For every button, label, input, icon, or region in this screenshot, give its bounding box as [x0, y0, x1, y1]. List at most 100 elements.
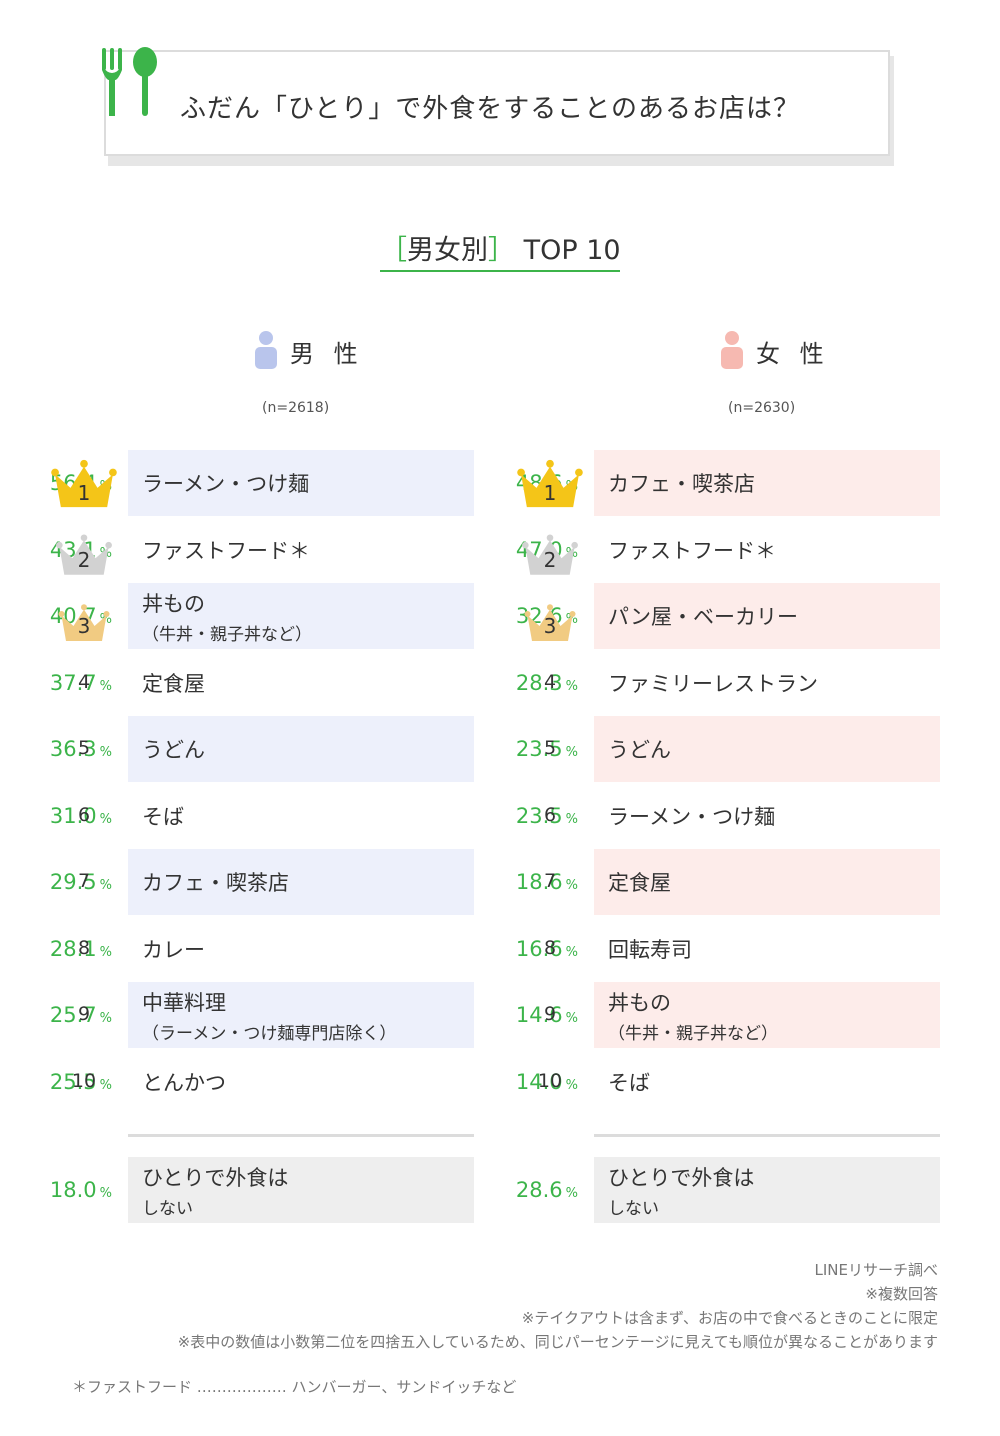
female-sample-size: (n=2630) — [728, 400, 796, 416]
row-background — [594, 1157, 940, 1223]
value-number: 37.7 — [49, 670, 97, 695]
male-person-icon — [255, 331, 277, 369]
note-takeout: ※テイクアウトは含まず、お店の中で食べるときのことに限定 — [521, 1309, 938, 1327]
item-name: とんかつ — [142, 1049, 226, 1115]
item-name: ひとりで外食はしない — [608, 1157, 754, 1223]
male-sample-size: (n=2618) — [262, 400, 330, 416]
item-name-note: （牛丼・親子丼など） — [608, 1023, 778, 1044]
item-name-main: うどん — [608, 738, 671, 762]
item-name: 定食屋 — [608, 849, 671, 915]
rank-number: 7 — [543, 870, 557, 892]
value-unit: % — [99, 678, 112, 694]
value-number: 28.3 — [515, 670, 563, 695]
value-number: 25.7 — [49, 1003, 97, 1027]
rank-number: 1 — [543, 481, 557, 505]
rank-crown: 3 — [516, 588, 584, 644]
crown-icon — [522, 533, 578, 575]
value-number: 18.6 — [515, 870, 563, 894]
item-value: 23.5% — [516, 783, 578, 849]
item-name-main: ひとりで外食は — [142, 1165, 289, 1190]
item-value: 16.6% — [516, 916, 578, 982]
item-name: そば — [608, 1049, 650, 1115]
item-name-main: ひとりで外食は — [608, 1165, 755, 1190]
rank-number: 8 — [543, 936, 557, 959]
value-unit: % — [99, 811, 112, 827]
item-name-main: そば — [608, 1070, 650, 1095]
rank-crown: 2 — [516, 522, 584, 578]
rank-number: 3 — [543, 614, 557, 638]
item-name-note: しない — [608, 1198, 659, 1219]
item-name: ファストフード＊ — [608, 517, 776, 583]
value-unit: % — [99, 1011, 112, 1026]
item-name-main: パン屋・ベーカリー — [608, 605, 799, 629]
value-number: 23.5 — [515, 737, 563, 761]
row-background — [594, 716, 940, 782]
subtitle-main: 男女別 — [407, 235, 488, 266]
item-name: 丼もの （牛丼・親子丼など） — [608, 982, 778, 1048]
notes: LINEリサーチ調べ ※複数回答 ※テイクアウトは含まず、お店の中で食べるときの… — [178, 1258, 938, 1354]
item-name-main: カレー — [142, 937, 205, 962]
note-multiple-answers: ※複数回答 — [865, 1285, 938, 1303]
item-name-note: しない — [142, 1198, 193, 1219]
item-value: 40.7% — [50, 583, 112, 649]
note-rounding: ※表中の数値は小数第二位を四捨五入しているため、同じパーセンテージに見えても順位… — [177, 1333, 938, 1351]
item-value: 29.5% — [50, 849, 112, 915]
value-unit: % — [565, 811, 578, 827]
item-name: カフェ・喫茶店 — [142, 849, 289, 915]
item-name-main: 回転寿司 — [608, 937, 692, 962]
value-unit: % — [565, 1186, 578, 1201]
item-value: 28.1% — [50, 916, 112, 982]
item-name-main: ラーメン・つけ麺 — [142, 472, 310, 496]
rank-number: 10 — [537, 1069, 563, 1092]
rank-crown: 1 — [516, 455, 584, 511]
value-number: 23.5 — [515, 803, 563, 828]
rank-crown: 1 — [50, 455, 118, 511]
row-background — [594, 982, 940, 1048]
crown-icon — [56, 533, 112, 575]
rank-crown: 3 — [50, 588, 118, 644]
item-name: ラーメン・つけ麺 — [142, 450, 309, 516]
item-name: 中華料理 （ラーメン・つけ麺専門店除く） — [142, 982, 396, 1048]
item-value: 31.0% — [50, 783, 112, 849]
item-value: 14.6% — [516, 982, 578, 1048]
value-number: 31.0 — [49, 803, 97, 828]
item-name: 定食屋 — [142, 650, 205, 716]
rank-number: 10 — [71, 1069, 97, 1092]
rank-number: 4 — [77, 670, 91, 693]
value-unit: % — [99, 878, 112, 893]
item-name-note: （牛丼・親子丼など） — [142, 624, 312, 645]
male-divider — [128, 1134, 474, 1137]
rank-number: 7 — [77, 870, 91, 892]
rank-number: 5 — [77, 737, 91, 759]
item-value: 36.3% — [50, 716, 112, 782]
row-background — [128, 716, 474, 782]
female-person-icon — [721, 331, 743, 369]
value-number: 18.0 — [49, 1178, 97, 1202]
value-unit: % — [99, 1186, 112, 1201]
value-unit: % — [565, 1011, 578, 1026]
rank-number: 6 — [543, 803, 557, 826]
female-label: 女 性 — [756, 340, 830, 368]
item-name-main: 丼もの — [142, 591, 205, 616]
row-background — [594, 583, 940, 649]
row-background — [128, 1157, 474, 1223]
item-name: 回転寿司 — [608, 916, 692, 982]
item-name-main: ラーメン・つけ麺 — [608, 804, 776, 829]
value-number: 29.5 — [49, 870, 97, 894]
value-unit: % — [565, 944, 578, 960]
item-name-main: 丼もの — [608, 990, 671, 1015]
value-number: 14.0 — [515, 1069, 563, 1094]
item-name: そば — [142, 783, 184, 849]
item-name-main: とんかつ — [142, 1070, 226, 1095]
page-title: ふだん「ひとり」で外食をすることのあるお店は？ — [180, 94, 800, 124]
item-value: 25.7% — [50, 982, 112, 1048]
subtitle-tail: TOP 10 — [515, 235, 621, 266]
item-value: 25.5% — [50, 1049, 112, 1115]
item-name-main: カフェ・喫茶店 — [608, 472, 755, 496]
item-value: 18.0% — [50, 1157, 112, 1223]
item-name: うどん — [608, 716, 671, 782]
row-background — [128, 450, 474, 516]
crown-icon — [51, 459, 117, 508]
value-unit: % — [565, 678, 578, 694]
subtitle-underline — [380, 270, 620, 272]
